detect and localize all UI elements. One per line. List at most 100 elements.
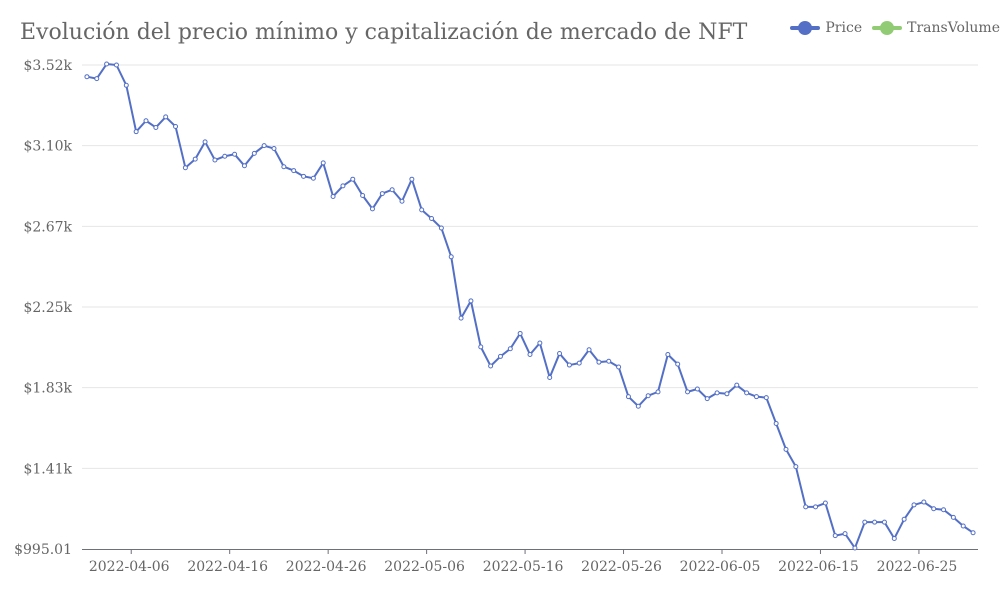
- price-data-point[interactable]: [566, 362, 572, 368]
- price-data-point[interactable]: [379, 191, 385, 197]
- y-tick-label: $2.67k: [23, 219, 72, 235]
- price-series-line: [86, 63, 974, 550]
- price-data-point[interactable]: [753, 394, 759, 400]
- x-tick-label: 2022-05-26: [581, 559, 662, 575]
- price-data-point[interactable]: [261, 143, 267, 149]
- price-data-point[interactable]: [340, 183, 346, 189]
- price-data-point[interactable]: [960, 523, 966, 529]
- price-data-point[interactable]: [783, 446, 789, 452]
- price-data-point[interactable]: [941, 507, 947, 513]
- price-data-point[interactable]: [625, 394, 631, 400]
- price-data-point[interactable]: [862, 519, 868, 525]
- price-data-point[interactable]: [537, 340, 543, 346]
- price-data-point[interactable]: [645, 393, 651, 399]
- price-data-point[interactable]: [527, 352, 533, 358]
- price-data-point[interactable]: [901, 516, 907, 522]
- price-data-point[interactable]: [173, 124, 179, 130]
- price-data-point[interactable]: [478, 344, 484, 350]
- price-data-point[interactable]: [497, 353, 503, 359]
- price-data-point[interactable]: [616, 364, 622, 370]
- price-data-point[interactable]: [104, 61, 110, 67]
- price-data-point[interactable]: [458, 315, 464, 321]
- price-data-point[interactable]: [429, 215, 435, 221]
- price-data-point[interactable]: [547, 375, 553, 381]
- price-data-point[interactable]: [872, 519, 878, 525]
- price-data-point[interactable]: [970, 530, 976, 536]
- price-data-point[interactable]: [123, 82, 129, 88]
- price-data-point[interactable]: [586, 347, 592, 353]
- price-data-point[interactable]: [113, 62, 119, 68]
- legend-label-price: Price: [825, 20, 863, 36]
- price-data-point[interactable]: [409, 176, 415, 182]
- price-data-point[interactable]: [665, 352, 671, 358]
- price-data-point[interactable]: [517, 330, 523, 336]
- price-data-point[interactable]: [852, 545, 858, 551]
- price-data-point[interactable]: [803, 504, 809, 510]
- price-data-point[interactable]: [241, 163, 247, 169]
- price-data-point[interactable]: [94, 76, 100, 82]
- price-data-point[interactable]: [734, 382, 740, 388]
- price-data-point[interactable]: [389, 187, 395, 193]
- price-data-point[interactable]: [202, 139, 208, 145]
- price-data-point[interactable]: [291, 168, 297, 174]
- price-data-point[interactable]: [507, 346, 513, 352]
- price-data-point[interactable]: [822, 500, 828, 506]
- price-data-point[interactable]: [724, 391, 730, 397]
- price-data-point[interactable]: [950, 514, 956, 520]
- price-data-point[interactable]: [773, 420, 779, 426]
- price-data-point[interactable]: [84, 74, 90, 80]
- price-data-point[interactable]: [685, 389, 691, 395]
- price-data-point[interactable]: [320, 160, 326, 166]
- price-data-point[interactable]: [921, 499, 927, 505]
- price-data-point[interactable]: [557, 351, 563, 357]
- price-data-point[interactable]: [596, 359, 602, 365]
- x-tick-label: 2022-06-05: [680, 559, 761, 575]
- price-data-point[interactable]: [448, 254, 454, 260]
- price-data-point[interactable]: [714, 390, 720, 396]
- price-data-point[interactable]: [911, 502, 917, 508]
- price-data-point[interactable]: [192, 156, 198, 162]
- price-data-point[interactable]: [301, 173, 307, 179]
- price-data-point[interactable]: [842, 531, 848, 537]
- price-data-point[interactable]: [881, 519, 887, 525]
- price-data-point[interactable]: [281, 164, 287, 170]
- price-data-point[interactable]: [744, 390, 750, 396]
- price-data-point[interactable]: [832, 533, 838, 539]
- price-data-point[interactable]: [793, 464, 799, 470]
- price-data-point[interactable]: [694, 386, 700, 392]
- price-data-point[interactable]: [704, 396, 710, 402]
- price-data-point[interactable]: [310, 175, 316, 181]
- price-data-point[interactable]: [813, 504, 819, 510]
- price-data-point[interactable]: [655, 389, 661, 395]
- price-data-point[interactable]: [763, 395, 769, 401]
- price-data-point[interactable]: [133, 129, 139, 135]
- price-data-point[interactable]: [635, 403, 641, 409]
- price-data-point[interactable]: [576, 360, 582, 366]
- price-data-point[interactable]: [931, 506, 937, 512]
- price-data-point[interactable]: [182, 165, 188, 171]
- price-data-point[interactable]: [369, 206, 375, 212]
- price-data-point[interactable]: [891, 535, 897, 541]
- x-tick-label: 2022-05-16: [483, 559, 564, 575]
- price-data-point[interactable]: [222, 153, 228, 159]
- price-data-point[interactable]: [675, 361, 681, 367]
- price-data-point[interactable]: [360, 192, 366, 198]
- price-data-point[interactable]: [212, 157, 218, 163]
- price-data-point[interactable]: [163, 114, 169, 120]
- price-data-point[interactable]: [350, 176, 356, 182]
- price-data-point[interactable]: [232, 151, 238, 157]
- price-data-point[interactable]: [488, 363, 494, 369]
- price-data-point[interactable]: [399, 198, 405, 204]
- price-data-point[interactable]: [468, 298, 474, 304]
- price-data-point[interactable]: [330, 193, 336, 199]
- price-data-point[interactable]: [271, 146, 277, 152]
- price-data-point[interactable]: [419, 207, 425, 213]
- legend-item-transvolume[interactable]: TransVolume: [872, 20, 1000, 36]
- x-tick-label: 2022-04-06: [89, 559, 170, 575]
- price-data-point[interactable]: [438, 225, 444, 231]
- price-data-point[interactable]: [606, 358, 612, 364]
- price-data-point[interactable]: [251, 150, 257, 156]
- legend-item-price[interactable]: Price: [790, 20, 862, 36]
- price-data-point[interactable]: [143, 118, 149, 124]
- price-data-point[interactable]: [153, 124, 159, 130]
